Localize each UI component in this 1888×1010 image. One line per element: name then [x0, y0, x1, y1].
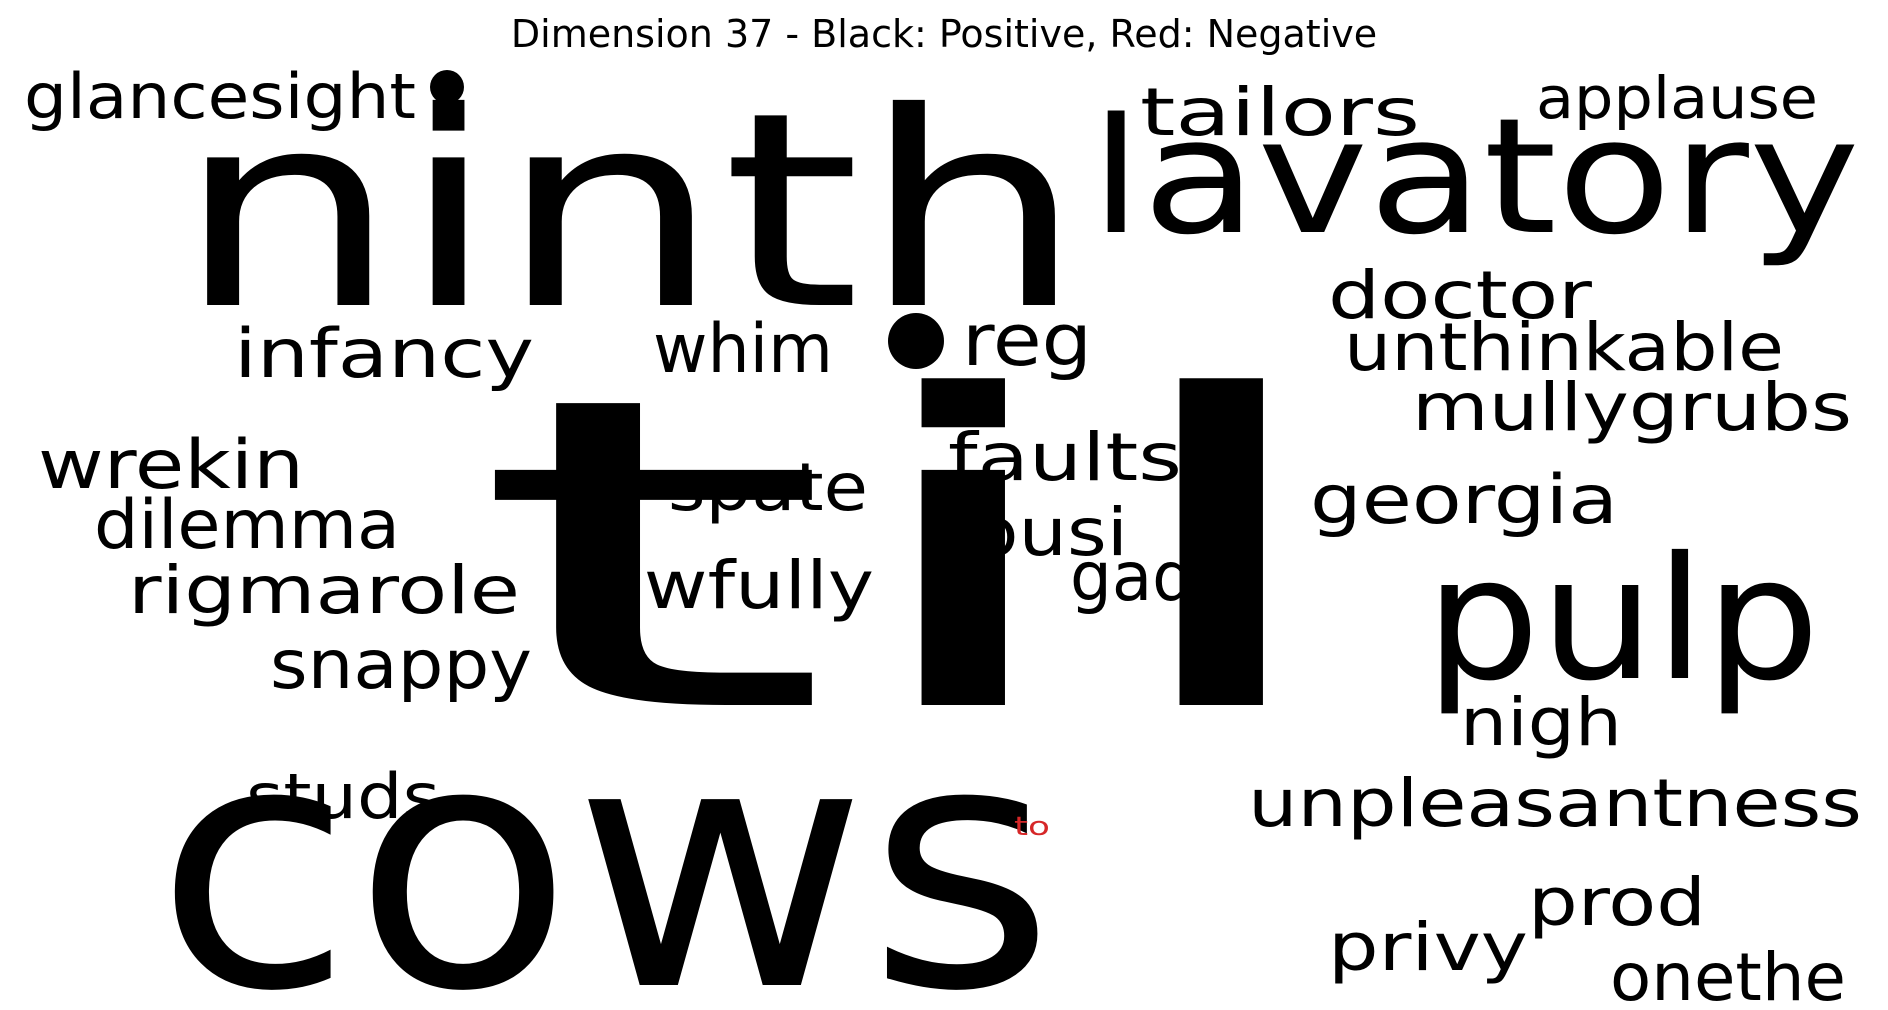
dot-mark	[888, 313, 944, 369]
word-spate: spate	[668, 449, 868, 526]
word-reg: reg	[962, 298, 1092, 382]
word-nigh: nigh	[1460, 684, 1622, 761]
word-dilemma: dilemma	[94, 486, 400, 565]
word-prod: prod	[1528, 864, 1706, 941]
word-onethe: onethe	[1610, 939, 1846, 1010]
word-awfully: awfully	[596, 547, 874, 624]
word-wrekin: wrekin	[38, 426, 304, 505]
word-tailors: tailors	[1140, 74, 1420, 151]
word-georgia: georgia	[1310, 461, 1618, 540]
word-faults: faults	[948, 419, 1182, 496]
word-applause: applause	[1536, 64, 1818, 132]
word-glancesight: glancesight	[24, 60, 416, 133]
word-studs: studs	[246, 760, 440, 833]
word-unthinkable: unthinkable	[1344, 309, 1784, 386]
word-til: til	[470, 307, 1350, 807]
word-lavatory: lavatory	[1090, 83, 1860, 270]
word-gad: gad	[1070, 538, 1194, 617]
word-to: to	[1014, 812, 1050, 842]
word-cows: cows	[155, 670, 1055, 1010]
dot-mark	[430, 70, 464, 104]
word-ninth: ninth	[175, 54, 1085, 369]
word-whim: whim	[653, 310, 833, 389]
word-infancy: infancy	[234, 315, 534, 394]
word-snappy: snappy	[270, 626, 532, 705]
word-busi: busi	[970, 494, 1128, 571]
word-rigmarole: rigmarole	[128, 552, 520, 629]
word-unpleasantness: unpleasantness	[1248, 765, 1862, 842]
word-privy: privy	[1328, 909, 1528, 986]
word-mullygrubs: mullygrubs	[1412, 369, 1852, 446]
word-doctor: doctor	[1328, 257, 1593, 334]
word-pulp: pulp	[1425, 521, 1820, 719]
figure-title: Dimension 37 - Black: Positive, Red: Neg…	[510, 12, 1378, 56]
